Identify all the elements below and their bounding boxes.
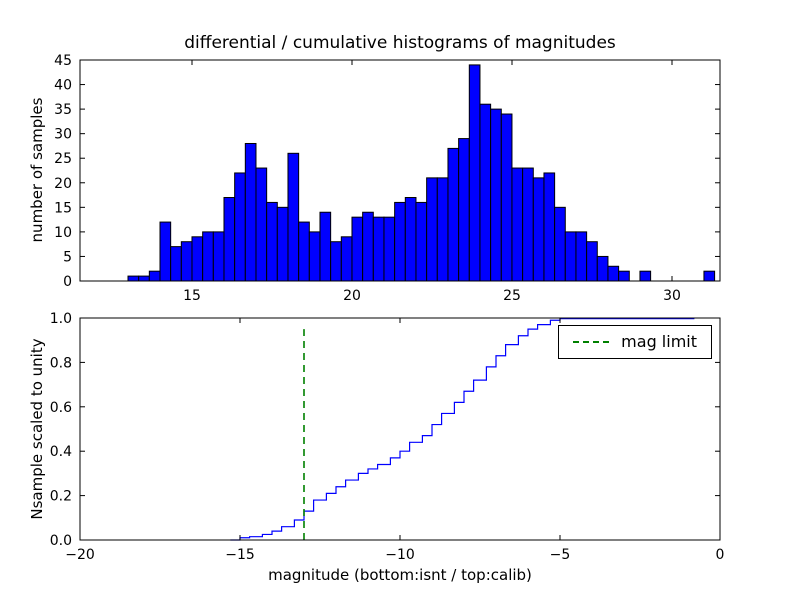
x-axis-label: magnitude (bottom:isnt / top:calib) [268,566,532,584]
hist-bar [468,64,481,282]
y-tick-label: 0.2 [50,489,72,505]
hist-bar [287,152,300,282]
y-tick-label: 1.0 [50,311,72,327]
y-tick-label: 5 [63,249,72,265]
hist-bar [244,142,257,282]
y-tick-label: 20 [54,176,72,192]
hist-bar [351,216,364,282]
hist-bar [394,201,406,282]
hist-bar [532,177,545,282]
y-tick-label: 25 [54,151,72,167]
hist-bar [479,103,492,282]
bottom-y-axis-label: Nsample scaled to unity [28,338,46,520]
hist-bar [266,201,278,282]
hist-bar [500,113,513,282]
x-tick-label: 20 [343,288,361,304]
hist-bar [522,167,534,282]
hist-bar [138,275,150,282]
hist-bar [276,206,289,282]
hist-bar [319,211,332,282]
y-tick-label: 0.4 [50,444,72,460]
x-tick-label: −15 [225,547,255,563]
y-tick-label: 30 [54,127,72,143]
chart-title: differential / cumulative histograms of … [184,33,616,53]
hist-bar [191,236,204,282]
x-tick-label: −20 [65,547,95,563]
hist-bar [404,197,417,282]
hist-bar [298,221,310,282]
hist-bar [362,211,374,282]
y-tick-label: 40 [54,78,72,94]
hist-bar [586,241,598,282]
hist-bar [596,255,609,282]
dashed-line-sample-icon [573,341,610,343]
cumulative-step-line [230,318,695,541]
hist-bar [436,177,449,282]
y-tick-label: 0.0 [50,533,72,549]
legend: mag limit [558,325,712,359]
hist-bar [554,206,566,282]
hist-bar [575,231,588,282]
hist-bar [372,216,385,282]
hist-bar [180,241,193,282]
hist-bar [212,231,225,282]
hist-bar [383,216,396,282]
x-tick-label: 30 [663,288,681,304]
x-tick-label: −5 [550,547,571,563]
hist-bar [202,231,214,282]
y-tick-label: 15 [54,200,72,216]
hist-bar [564,231,577,282]
y-tick-label: 0 [63,274,72,290]
x-tick-label: 15 [183,288,201,304]
hist-bar [148,270,161,282]
hist-bar [223,197,236,282]
hist-bar [543,172,556,282]
y-tick-label: 45 [54,53,72,69]
legend-label: mag limit [621,332,697,351]
hist-bar [458,138,470,282]
y-tick-label: 10 [54,225,72,241]
hist-bar [490,108,502,282]
axes-frame [79,59,721,282]
hist-bar [308,231,321,282]
hist-bar [447,147,460,282]
top-y-axis-label: number of samples [28,97,46,243]
hist-bar [234,172,246,282]
hist-bar [330,241,342,282]
hist-bar [340,236,353,282]
hist-bar [170,246,182,282]
hist-bar [415,201,428,282]
x-tick-label: 25 [503,288,521,304]
y-tick-label: 0.8 [50,355,72,371]
hist-bar [607,265,620,282]
y-tick-label: 0.6 [50,400,72,416]
hist-bar [159,221,172,282]
hist-bar [618,270,630,282]
hist-bar [511,167,524,282]
hist-bar [255,167,268,282]
hist-bar [127,275,140,282]
x-tick-label: 0 [716,547,725,563]
x-tick-label: −10 [385,547,415,563]
y-tick-label: 35 [54,102,72,118]
axes-frame [79,317,721,541]
hist-bar [639,270,652,282]
hist-bar [703,270,716,282]
hist-bar [426,177,438,282]
